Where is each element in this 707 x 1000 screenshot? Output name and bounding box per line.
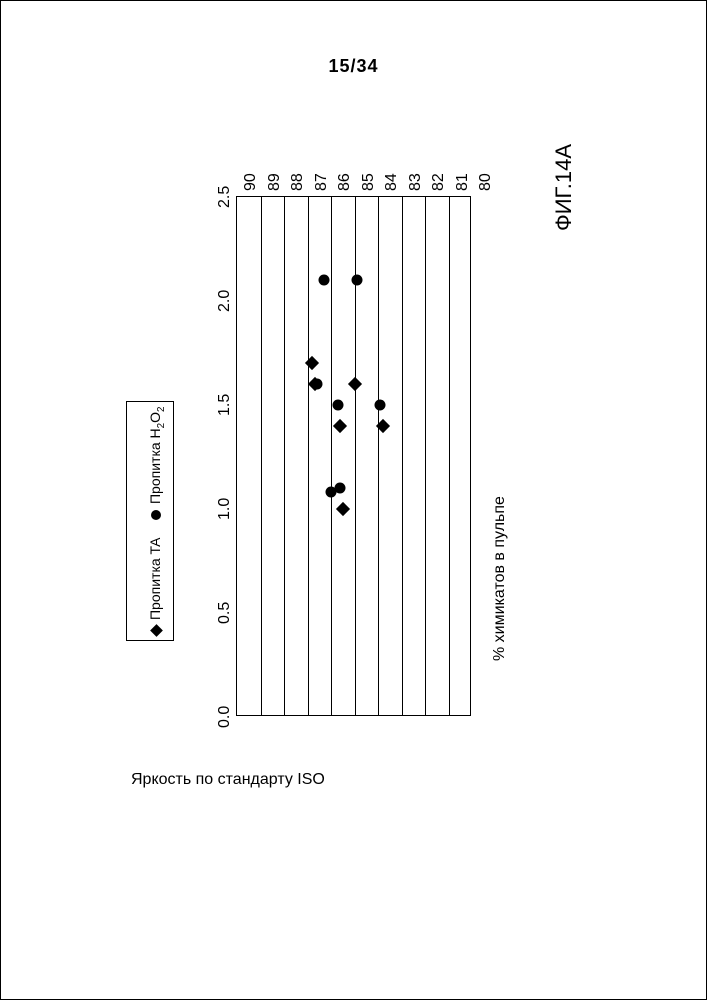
y-tick-label: 88 bbox=[289, 173, 307, 191]
data-point-circle bbox=[311, 379, 322, 390]
legend-item-ta: Пропитка TA bbox=[147, 538, 163, 635]
x-tick-label: 0.5 bbox=[216, 602, 234, 624]
x-tick-label: 2.0 bbox=[216, 290, 234, 312]
legend-box: Пропитка TA Пропитка H2O2 bbox=[126, 401, 174, 641]
gridline bbox=[402, 197, 403, 715]
data-point-circle bbox=[375, 400, 386, 411]
y-tick-label: 83 bbox=[407, 173, 425, 191]
legend-item-h2o2: Пропитка H2O2 bbox=[147, 407, 167, 520]
page-number: 15/34 bbox=[1, 56, 706, 77]
y-tick-label: 86 bbox=[336, 173, 354, 191]
y-tick-label: 85 bbox=[360, 173, 378, 191]
data-point-circle bbox=[335, 483, 346, 494]
x-tick-label: 2.5 bbox=[216, 186, 234, 208]
gridline bbox=[308, 197, 309, 715]
scatter-plot-area bbox=[236, 196, 471, 716]
data-point-diamond bbox=[347, 377, 361, 391]
y-tick-label: 82 bbox=[430, 173, 448, 191]
y-tick-label: 81 bbox=[454, 173, 472, 191]
y-tick-label: 80 bbox=[477, 173, 495, 191]
x-tick-label: 0.0 bbox=[216, 706, 234, 728]
gridline bbox=[378, 197, 379, 715]
page-frame: 15/34 ФИГ.14A 80 81 82 83 84 85 86 87 88 89 90 0.0… bbox=[0, 0, 707, 1000]
diamond-icon bbox=[150, 624, 163, 637]
data-point-circle bbox=[333, 400, 344, 411]
y-tick-label: 90 bbox=[242, 173, 260, 191]
gridline bbox=[449, 197, 450, 715]
y-axis-label: Яркость по стандарту ISO bbox=[131, 771, 325, 789]
chart-title: ФИГ.14A bbox=[551, 144, 577, 231]
y-tick-label: 84 bbox=[383, 173, 401, 191]
gridline bbox=[261, 197, 262, 715]
gridline bbox=[284, 197, 285, 715]
legend-h2o2-label: Пропитка H2O2 bbox=[147, 407, 163, 504]
gridline bbox=[425, 197, 426, 715]
gridline bbox=[331, 197, 332, 715]
x-tick-label: 1.5 bbox=[216, 394, 234, 416]
x-tick-label: 1.0 bbox=[216, 498, 234, 520]
x-axis-label: % химикатов в пульпе bbox=[491, 496, 509, 661]
circle-icon bbox=[151, 510, 161, 520]
y-tick-label: 87 bbox=[313, 173, 331, 191]
data-point-circle bbox=[351, 275, 362, 286]
y-tick-label: 89 bbox=[266, 173, 284, 191]
data-point-diamond bbox=[336, 502, 350, 516]
data-point-diamond bbox=[333, 419, 347, 433]
data-point-circle bbox=[318, 275, 329, 286]
